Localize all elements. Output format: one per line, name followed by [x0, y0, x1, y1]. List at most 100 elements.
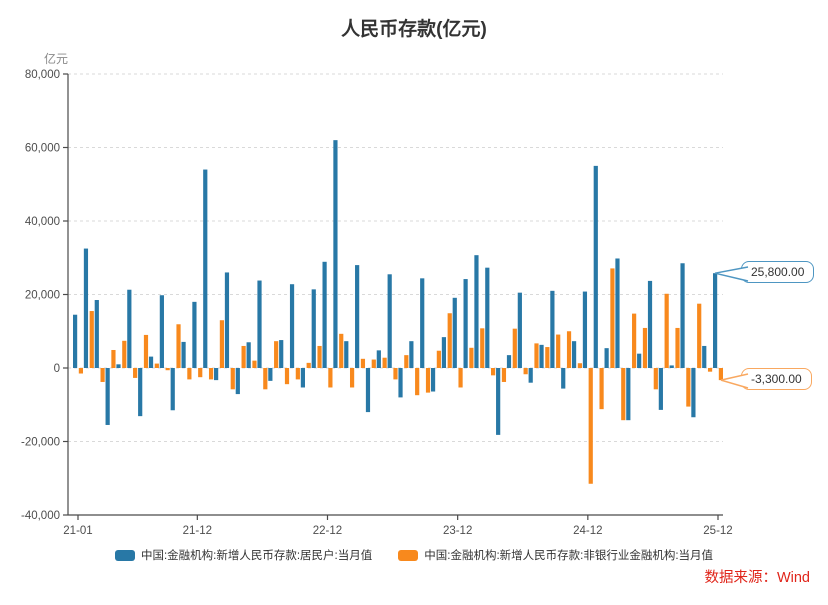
bar-nonbank-24-04[interactable] [501, 368, 507, 382]
bar-household-24-01[interactable] [463, 279, 468, 368]
bar-household-24-06[interactable] [517, 292, 522, 368]
legend-item-nonbank[interactable]: 中国:金融机构:新增人民币存款:非银行业金融机构:当月值 [398, 547, 713, 563]
bar-nonbank-22-11[interactable] [317, 345, 322, 368]
bar-nonbank-25-03[interactable] [621, 368, 626, 421]
bar-household-21-05[interactable] [116, 364, 121, 368]
bar-nonbank-21-11[interactable] [187, 368, 192, 380]
bar-household-25-09[interactable] [680, 263, 685, 368]
bar-nonbank-23-11[interactable] [447, 313, 452, 368]
bar-nonbank-24-06[interactable] [523, 368, 528, 375]
bar-household-23-03[interactable] [355, 265, 360, 368]
bar-household-25-11[interactable] [702, 345, 707, 368]
bar-household-23-09[interactable] [420, 278, 425, 368]
bar-nonbank-23-12[interactable] [458, 368, 463, 388]
bar-nonbank-21-04[interactable] [111, 349, 116, 368]
bar-household-22-09[interactable] [289, 284, 295, 368]
bar-nonbank-22-04[interactable] [241, 345, 246, 368]
bar-household-21-11[interactable] [181, 341, 186, 368]
bar-nonbank-22-09[interactable] [295, 368, 300, 380]
bar-nonbank-21-12[interactable] [198, 368, 203, 378]
bar-household-22-07[interactable] [268, 368, 273, 381]
bar-nonbank-22-02[interactable] [219, 320, 225, 368]
bar-nonbank-25-12[interactable] [718, 368, 723, 381]
bar-household-25-02[interactable] [604, 348, 609, 368]
bar-household-25-01[interactable] [593, 165, 598, 368]
bar-household-21-07[interactable] [138, 368, 143, 417]
bar-nonbank-25-10[interactable] [697, 303, 702, 368]
bar-household-24-11[interactable] [571, 341, 577, 368]
bar-nonbank-22-05[interactable] [252, 360, 257, 368]
bar-household-23-10[interactable] [430, 368, 436, 392]
bar-nonbank-25-09[interactable] [686, 368, 691, 407]
bar-household-25-12[interactable] [713, 273, 718, 368]
bar-household-22-10[interactable] [300, 368, 305, 388]
bar-household-24-03[interactable] [485, 267, 490, 368]
bar-nonbank-24-12[interactable] [588, 368, 593, 484]
bar-household-22-11[interactable] [311, 289, 316, 368]
bar-household-25-04[interactable] [626, 368, 631, 421]
bar-household-23-06[interactable] [387, 274, 392, 368]
bar-household-24-12[interactable] [582, 291, 588, 368]
bar-nonbank-21-02[interactable] [89, 311, 94, 368]
bar-nonbank-22-08[interactable] [284, 368, 290, 385]
bar-nonbank-21-06[interactable] [133, 368, 138, 378]
bar-nonbank-23-10[interactable] [436, 350, 441, 368]
bar-household-25-07[interactable] [658, 368, 663, 410]
bar-household-22-01[interactable] [203, 169, 208, 368]
bar-nonbank-21-07[interactable] [143, 334, 149, 368]
bar-nonbank-22-12[interactable] [328, 368, 333, 388]
bar-household-21-10[interactable] [170, 368, 175, 411]
bar-nonbank-21-05[interactable] [122, 340, 127, 368]
bar-household-23-08[interactable] [409, 341, 414, 368]
bar-household-21-03[interactable] [94, 300, 99, 368]
bar-nonbank-25-04[interactable] [632, 313, 637, 368]
bar-nonbank-23-02[interactable] [349, 368, 355, 388]
bar-household-23-07[interactable] [398, 368, 403, 398]
bar-nonbank-25-01[interactable] [599, 368, 604, 410]
bar-nonbank-24-07[interactable] [534, 343, 539, 368]
bar-household-21-01[interactable] [73, 314, 78, 368]
bar-nonbank-25-07[interactable] [664, 293, 669, 368]
bar-nonbank-23-01[interactable] [339, 333, 344, 368]
bar-household-22-12[interactable] [322, 261, 327, 368]
bar-nonbank-25-08[interactable] [675, 327, 680, 368]
bar-nonbank-25-06[interactable] [653, 368, 658, 390]
bar-household-24-04[interactable] [496, 368, 501, 435]
bar-household-25-03[interactable] [615, 258, 620, 368]
bar-household-25-08[interactable] [669, 365, 674, 368]
bar-nonbank-24-02[interactable] [480, 328, 485, 368]
bar-household-24-07[interactable] [528, 368, 533, 383]
bar-household-23-02[interactable] [344, 341, 349, 368]
bar-household-23-05[interactable] [376, 350, 381, 368]
bar-household-21-02[interactable] [83, 248, 89, 368]
bar-household-24-08[interactable] [539, 344, 544, 368]
bar-household-25-10[interactable] [691, 368, 696, 418]
bar-household-21-06[interactable] [127, 289, 132, 368]
bar-nonbank-23-09[interactable] [425, 368, 431, 393]
bar-nonbank-22-06[interactable] [263, 368, 268, 390]
bar-household-22-06[interactable] [257, 280, 262, 368]
bar-nonbank-21-10[interactable] [176, 324, 181, 368]
bar-household-23-11[interactable] [441, 337, 447, 368]
bar-nonbank-22-01[interactable] [208, 368, 214, 380]
bar-household-22-08[interactable] [279, 340, 284, 368]
bar-nonbank-25-02[interactable] [610, 268, 615, 368]
bar-nonbank-23-04[interactable] [371, 359, 376, 368]
bar-household-22-02[interactable] [214, 368, 219, 381]
bar-household-24-02[interactable] [474, 255, 479, 368]
legend-item-household[interactable]: 中国:金融机构:新增人民币存款:居民户:当月值 [114, 547, 372, 563]
bar-nonbank-24-09[interactable] [556, 334, 561, 368]
bar-nonbank-23-06[interactable] [393, 368, 398, 380]
bar-nonbank-21-08[interactable] [154, 363, 159, 368]
bar-nonbank-23-03[interactable] [360, 358, 366, 368]
bar-household-24-09[interactable] [550, 290, 555, 368]
bar-nonbank-22-03[interactable] [230, 368, 235, 390]
bar-household-24-05[interactable] [506, 355, 512, 368]
bar-nonbank-24-10[interactable] [566, 331, 572, 368]
bar-household-24-10[interactable] [561, 368, 566, 389]
bar-nonbank-24-08[interactable] [545, 347, 550, 368]
bar-nonbank-24-01[interactable] [469, 347, 474, 368]
bar-household-23-01[interactable] [333, 140, 338, 368]
bar-nonbank-21-09[interactable] [165, 368, 170, 371]
bar-nonbank-24-11[interactable] [577, 363, 582, 368]
